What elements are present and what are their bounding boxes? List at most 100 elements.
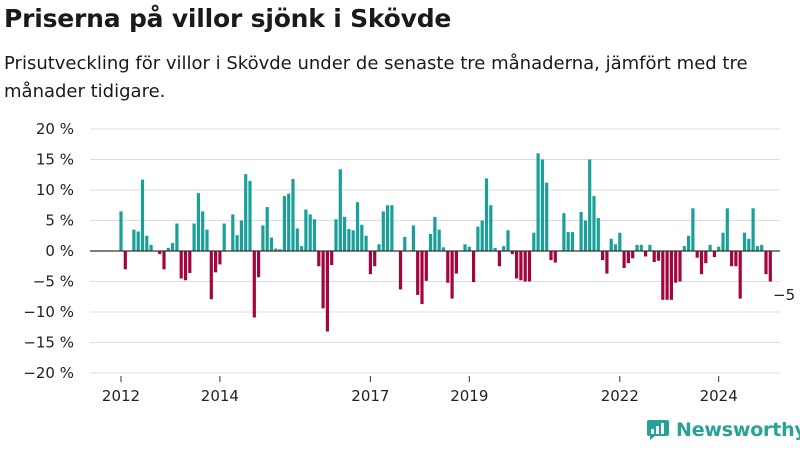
bar xyxy=(669,251,673,300)
bar xyxy=(562,213,566,251)
bar xyxy=(192,223,196,251)
bar xyxy=(209,251,213,300)
bar xyxy=(295,228,299,251)
bar xyxy=(269,237,274,251)
bar xyxy=(175,223,179,251)
bar xyxy=(467,246,471,251)
bar xyxy=(519,251,523,281)
y-tick-label: −20 % xyxy=(23,364,74,382)
y-axis-ticks: 20 % 15 % 10 % 5 % 0 % −5 % −10 % −15 % −20 % xyxy=(23,120,74,382)
bars xyxy=(119,153,772,332)
y-tick-label: 15 % xyxy=(36,151,74,169)
chart-title: Priserna på villor sjönk i Skövde xyxy=(4,4,452,33)
bar xyxy=(613,244,618,251)
bar xyxy=(704,251,708,264)
bar xyxy=(119,211,123,251)
bar xyxy=(291,179,295,251)
bar xyxy=(390,205,394,251)
bar xyxy=(644,251,648,257)
bar xyxy=(708,244,712,251)
bar xyxy=(386,205,390,251)
bar xyxy=(373,251,377,267)
bar xyxy=(635,244,639,251)
last-value-annotation: −5 % xyxy=(773,286,800,304)
bar xyxy=(622,251,626,269)
bar xyxy=(734,251,738,267)
bar xyxy=(403,236,407,251)
bar xyxy=(648,244,652,251)
bar xyxy=(252,251,256,318)
bar xyxy=(411,225,415,251)
bar xyxy=(502,246,506,251)
bar xyxy=(678,251,682,282)
bar xyxy=(304,209,308,251)
bar xyxy=(687,235,691,251)
bar xyxy=(317,251,321,267)
bar xyxy=(536,153,540,251)
bar xyxy=(420,251,424,305)
bar xyxy=(480,220,484,251)
bar xyxy=(682,246,686,251)
y-tick-label: 20 % xyxy=(36,120,74,138)
bar xyxy=(222,223,226,251)
bar xyxy=(742,232,747,251)
bar xyxy=(721,232,725,251)
bar xyxy=(325,251,329,332)
bar xyxy=(196,193,200,251)
bar xyxy=(532,232,536,251)
bar xyxy=(183,251,188,281)
bar xyxy=(205,229,209,251)
bar xyxy=(631,251,635,259)
bar xyxy=(321,251,325,309)
bar xyxy=(712,251,716,258)
bar xyxy=(454,251,458,274)
bar xyxy=(149,244,153,251)
annotations: −5 % xyxy=(773,286,800,304)
bar xyxy=(437,229,441,251)
bar xyxy=(665,251,669,300)
bar xyxy=(747,238,751,251)
bar xyxy=(364,235,368,251)
bar xyxy=(639,244,643,251)
bar xyxy=(123,251,127,270)
bar xyxy=(261,225,265,251)
brand-logo: Newsworthy xyxy=(646,419,800,441)
bar xyxy=(484,178,489,251)
bar xyxy=(523,251,527,282)
bar xyxy=(368,251,372,275)
bar xyxy=(287,193,291,251)
bar xyxy=(347,229,351,251)
bar xyxy=(381,211,385,251)
bar xyxy=(132,229,136,251)
bar xyxy=(278,249,282,251)
bar xyxy=(300,246,304,251)
bar xyxy=(493,247,497,251)
bar xyxy=(755,246,759,251)
y-tick-label: 10 % xyxy=(36,181,74,199)
bar xyxy=(158,251,162,255)
bar xyxy=(450,251,454,299)
bar xyxy=(274,248,278,251)
bar xyxy=(596,218,600,251)
x-tick-label: 2014 xyxy=(201,387,239,405)
bar xyxy=(592,196,596,251)
x-tick-label: 2022 xyxy=(601,387,639,405)
bar xyxy=(609,238,613,251)
bar xyxy=(549,251,553,261)
bar xyxy=(601,251,605,261)
bar xyxy=(691,208,695,251)
bar xyxy=(446,251,450,283)
bar xyxy=(145,235,149,251)
bar xyxy=(489,205,493,251)
bar xyxy=(725,208,729,251)
bar xyxy=(239,220,243,251)
bar xyxy=(515,251,519,279)
x-axis-ticks: 2012 2014 2017 2019 2022 2024 xyxy=(102,376,738,405)
bar xyxy=(248,180,252,251)
x-tick-label: 2024 xyxy=(700,387,738,405)
bar xyxy=(476,226,480,251)
y-tick-label: −5 % xyxy=(33,273,74,291)
bar xyxy=(201,211,205,251)
bar xyxy=(674,251,678,283)
bar xyxy=(472,251,476,283)
